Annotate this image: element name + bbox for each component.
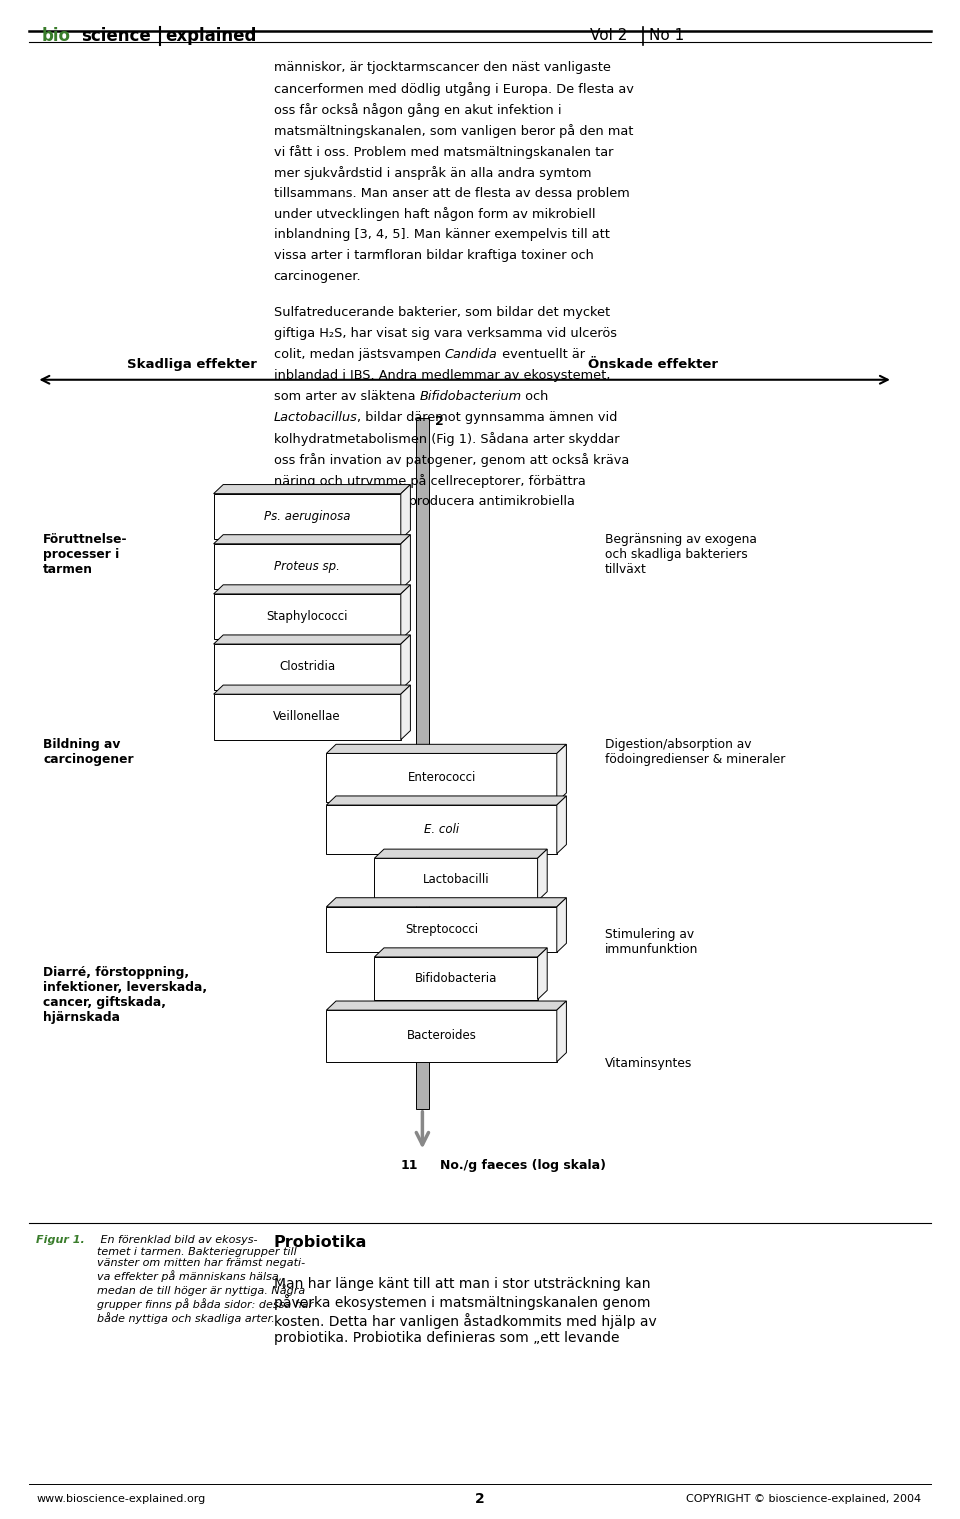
Text: oss får också någon gång en akut infektion i: oss får också någon gång en akut infekti…	[274, 103, 561, 117]
Text: substanser [6].: substanser [6].	[274, 515, 372, 529]
Text: Enterococci: Enterococci	[407, 772, 476, 784]
Text: tillsammans. Man anser att de flesta av dessa problem: tillsammans. Man anser att de flesta av …	[274, 187, 630, 199]
Bar	[213, 694, 400, 740]
Text: Lactobacilli: Lactobacilli	[422, 873, 490, 886]
Polygon shape	[374, 948, 547, 957]
Text: Vitaminsyntes: Vitaminsyntes	[605, 1057, 692, 1069]
Polygon shape	[538, 849, 547, 901]
Text: vi fått i oss. Problem med matsmältningskanalen tar: vi fått i oss. Problem med matsmältnings…	[274, 144, 613, 158]
Text: Figur 1.: Figur 1.	[36, 1235, 85, 1246]
Polygon shape	[213, 485, 411, 494]
Text: Bifidobacterium: Bifidobacterium	[420, 390, 521, 403]
Text: Bacteroides: Bacteroides	[407, 1030, 476, 1042]
Text: E. coli: E. coli	[424, 823, 459, 835]
Bar	[374, 858, 538, 901]
Text: Proteus sp.: Proteus sp.	[275, 561, 340, 573]
Text: immunförsvaret och producera antimikrobiella: immunförsvaret och producera antimikrobi…	[274, 495, 574, 507]
Text: oss från invation av patogener, genom att också kräva: oss från invation av patogener, genom at…	[274, 453, 629, 466]
Bar	[326, 753, 557, 802]
Text: Staphylococci: Staphylococci	[267, 611, 348, 623]
Text: mer sjukvårdstid i anspråk än alla andra symtom: mer sjukvårdstid i anspråk än alla andra…	[274, 166, 591, 179]
Text: och: och	[521, 390, 549, 403]
Polygon shape	[400, 685, 411, 740]
Text: colit, medan jästsvampen: colit, medan jästsvampen	[274, 348, 444, 362]
Polygon shape	[400, 485, 411, 539]
Text: Ps. aeruginosa: Ps. aeruginosa	[264, 510, 350, 523]
Polygon shape	[326, 898, 566, 907]
Polygon shape	[326, 1001, 566, 1010]
Polygon shape	[557, 796, 566, 854]
Text: 11: 11	[400, 1159, 418, 1173]
Polygon shape	[213, 635, 411, 644]
Text: Begränsning av exogena
och skadliga bakteriers
tillväxt: Begränsning av exogena och skadliga bakt…	[605, 533, 756, 576]
Text: kolhydratmetabolismen (Fig 1). Sådana arter skyddar: kolhydratmetabolismen (Fig 1). Sådana ar…	[274, 431, 619, 445]
Text: cancerformen med dödlig utgång i Europa. De flesta av: cancerformen med dödlig utgång i Europa.…	[274, 82, 634, 96]
Text: inblandad i IBS. Andra medlemmar av ekosystemet,: inblandad i IBS. Andra medlemmar av ekos…	[274, 369, 610, 381]
Polygon shape	[213, 685, 411, 694]
Bar	[416, 418, 429, 1109]
Text: matsmältningskanalen, som vanligen beror på den mat: matsmältningskanalen, som vanligen beror…	[274, 123, 633, 138]
Text: Skadliga effekter: Skadliga effekter	[127, 357, 257, 371]
Text: Bildning av
carcinogener: Bildning av carcinogener	[43, 738, 133, 766]
Text: eventuellt är: eventuellt är	[497, 348, 585, 362]
Text: Probiotika: Probiotika	[274, 1235, 367, 1250]
Text: No 1: No 1	[649, 29, 684, 43]
Bar	[213, 494, 400, 539]
Text: giftiga H₂S, har visat sig vara verksamma vid ulcerös: giftiga H₂S, har visat sig vara verksamm…	[274, 327, 616, 340]
Text: 2: 2	[475, 1492, 485, 1507]
Text: 2: 2	[435, 415, 444, 428]
Text: Bifidobacteria: Bifidobacteria	[415, 972, 497, 984]
Polygon shape	[400, 585, 411, 639]
Text: Clostridia: Clostridia	[279, 661, 335, 673]
Text: Candida: Candida	[444, 348, 497, 362]
Polygon shape	[400, 635, 411, 690]
Text: under utvecklingen haft någon form av mikrobiell: under utvecklingen haft någon form av mi…	[274, 208, 595, 222]
Text: Föruttnelse-
processer i
tarmen: Föruttnelse- processer i tarmen	[43, 533, 128, 576]
Text: Diarré, förstoppning,
infektioner, leverskada,
cancer, giftskada,
hjärnskada: Diarré, förstoppning, infektioner, lever…	[43, 966, 207, 1024]
Polygon shape	[557, 744, 566, 802]
Text: näring och utrymme på cellreceptorer, förbättra: näring och utrymme på cellreceptorer, fö…	[274, 474, 586, 488]
Bar	[213, 594, 400, 639]
Text: Stimulering av
immunfunktion: Stimulering av immunfunktion	[605, 928, 698, 955]
Text: Vol 2: Vol 2	[590, 29, 628, 43]
Bar	[326, 1010, 557, 1062]
Polygon shape	[538, 948, 547, 1000]
Text: inblandning [3, 4, 5]. Man känner exempelvis till att: inblandning [3, 4, 5]. Man känner exempe…	[274, 228, 610, 242]
Text: explained: explained	[165, 27, 256, 44]
Bar	[326, 907, 557, 952]
Text: COPYRIGHT © bioscience-explained, 2004: COPYRIGHT © bioscience-explained, 2004	[686, 1495, 922, 1504]
Polygon shape	[213, 535, 411, 544]
Text: Veillonellae: Veillonellae	[274, 711, 341, 723]
Polygon shape	[557, 898, 566, 952]
Text: Önskade effekter: Önskade effekter	[588, 357, 718, 371]
Text: bio: bio	[41, 27, 70, 44]
Bar	[326, 805, 557, 854]
Bar	[213, 544, 400, 589]
Text: carcinogener.: carcinogener.	[274, 270, 361, 284]
Text: Sulfatreducerande bakterier, som bildar det mycket: Sulfatreducerande bakterier, som bildar …	[274, 305, 610, 319]
Text: Digestion/absorption av
födoingredienser & mineraler: Digestion/absorption av födoingredienser…	[605, 738, 785, 766]
Text: Man har länge känt till att man i stor utsträckning kan
påverka ekosystemen i ma: Man har länge känt till att man i stor u…	[274, 1277, 657, 1344]
Text: science: science	[82, 27, 152, 44]
Text: , bildar däremot gynnsamma ämnen vid: , bildar däremot gynnsamma ämnen vid	[357, 410, 618, 424]
Text: www.bioscience-explained.org: www.bioscience-explained.org	[36, 1495, 205, 1504]
Text: No./g faeces (log skala): No./g faeces (log skala)	[440, 1159, 606, 1173]
Text: En förenklad bild av ekosys-
temet i tarmen. Bakteriegrupper till
vänster om mit: En förenklad bild av ekosys- temet i tar…	[97, 1235, 313, 1323]
Polygon shape	[400, 535, 411, 589]
Text: Lactobacillus: Lactobacillus	[274, 410, 357, 424]
Bar	[213, 644, 400, 690]
Polygon shape	[326, 744, 566, 753]
Text: människor, är tjocktarmscancer den näst vanligaste: människor, är tjocktarmscancer den näst …	[274, 61, 611, 74]
Bar	[374, 957, 538, 1000]
Polygon shape	[374, 849, 547, 858]
Text: vissa arter i tarmfloran bildar kraftiga toxiner och: vissa arter i tarmfloran bildar kraftiga…	[274, 249, 593, 263]
Text: Streptococci: Streptococci	[405, 924, 478, 936]
Polygon shape	[326, 796, 566, 805]
Text: som arter av släktena: som arter av släktena	[274, 390, 420, 403]
Polygon shape	[557, 1001, 566, 1062]
Polygon shape	[213, 585, 411, 594]
